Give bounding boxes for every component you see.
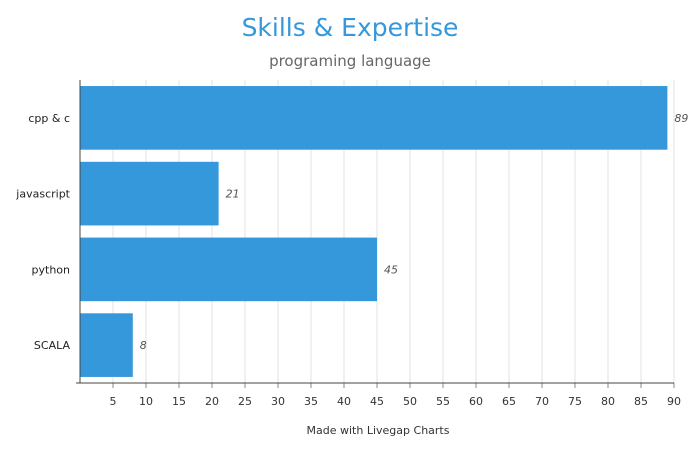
data-label: 21 [226,188,240,201]
x-tick-label: 55 [436,395,450,408]
x-tick-label: 5 [110,395,117,408]
data-label: 8 [140,339,147,352]
x-tick-label: 35 [304,395,318,408]
bars [80,86,668,377]
category-label: python [32,263,71,276]
x-tick-label: 45 [370,395,384,408]
x-axis-label: Made with Livegap Charts [307,424,450,437]
x-tick-label: 75 [568,395,582,408]
x-tick-label: 15 [172,395,186,408]
x-tick-label: 10 [139,395,153,408]
x-tick-label: 90 [667,395,681,408]
bar[interactable] [80,313,133,377]
x-tick-label: 30 [271,395,285,408]
x-tick-label: 80 [601,395,615,408]
category-label: javascript [15,188,70,201]
bar[interactable] [80,86,668,150]
data-label: 89 [674,112,688,125]
x-tick-label: 20 [205,395,219,408]
labels: 5 10 15 20 25 30 35 40 45 50 55 60 65 70 75 80 85 90 cpp &… [15,112,688,408]
x-tick-label: 25 [238,395,252,408]
bar[interactable] [80,161,219,226]
category-label: cpp & c [28,112,70,125]
axes [76,80,675,388]
x-tick-label: 85 [634,395,648,408]
category-label: SCALA [34,339,71,352]
x-tick-label: 50 [403,395,417,408]
x-tick-label: 65 [502,395,516,408]
chart-title: Skills & Expertise [242,13,459,42]
bar[interactable] [80,237,377,302]
x-tick-label: 40 [337,395,351,408]
x-tick-label: 60 [469,395,483,408]
chart-subtitle: programing language [269,52,431,70]
x-tick-label: 70 [535,395,549,408]
data-label: 45 [384,263,398,276]
